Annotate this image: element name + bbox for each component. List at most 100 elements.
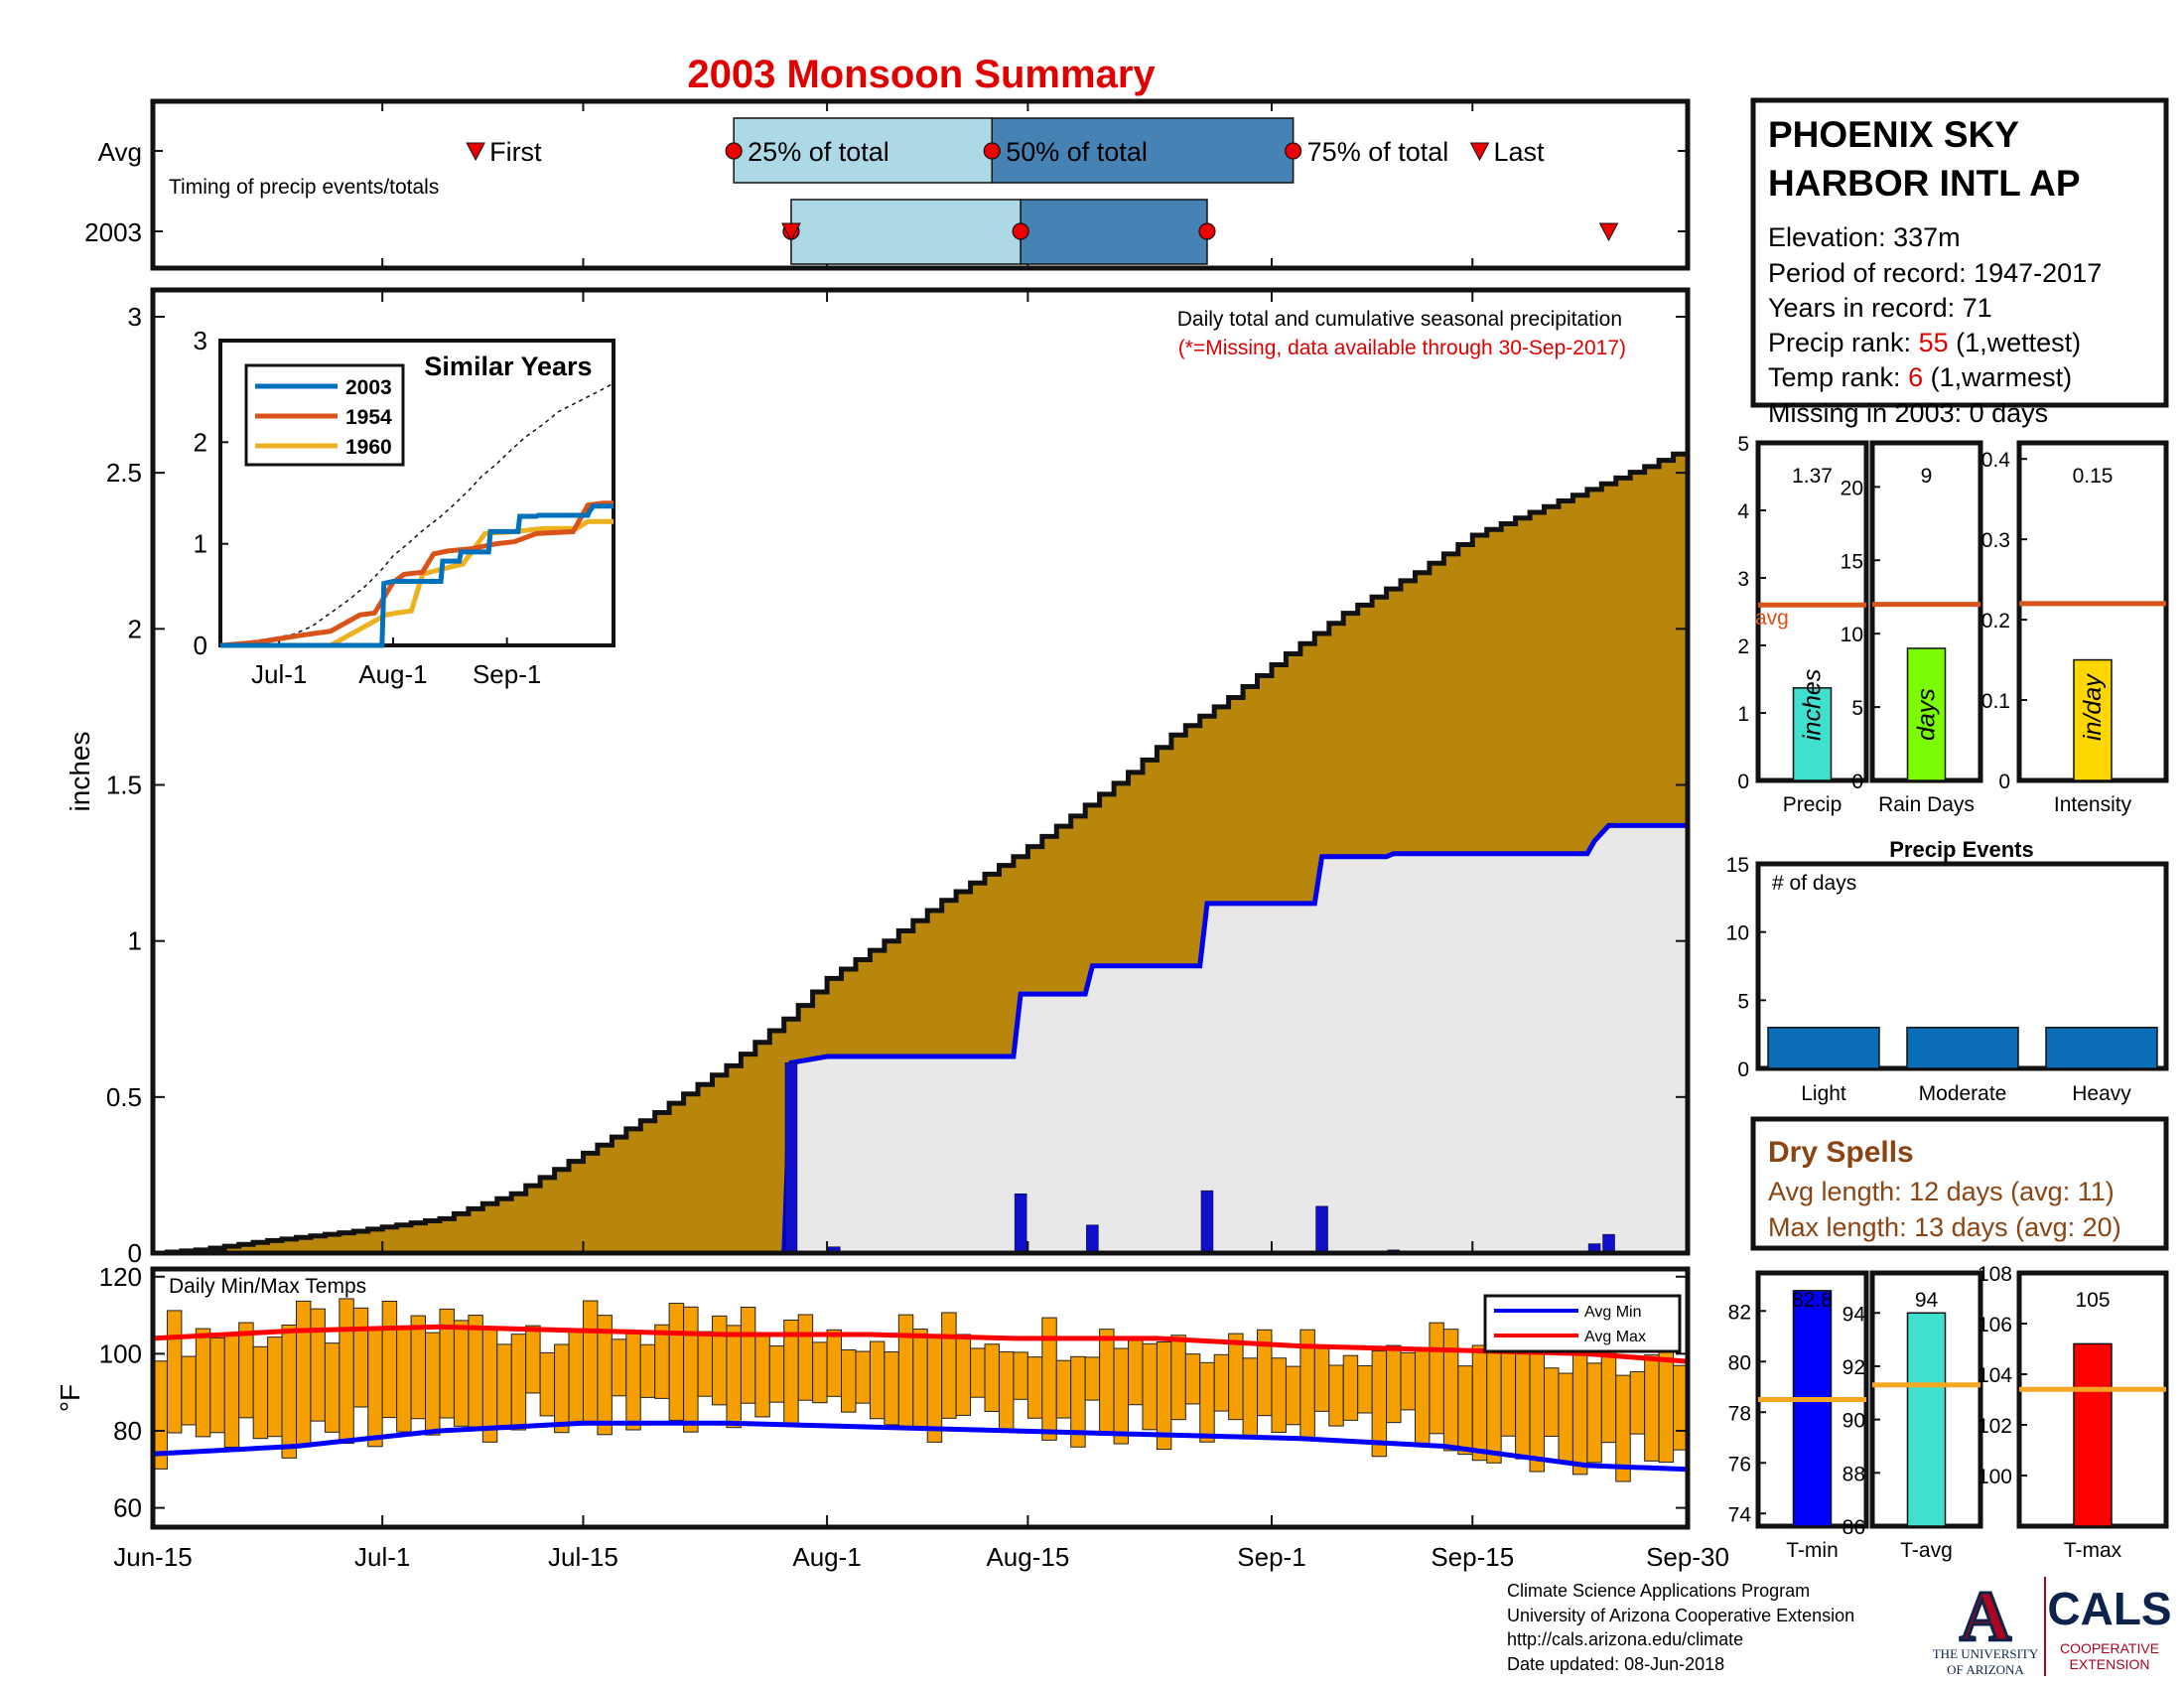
temp-range-bar (1414, 1347, 1431, 1446)
events-ytick-label: 5 (1737, 990, 1749, 1013)
inset-series-line (219, 500, 614, 648)
avg-p25-marker (725, 142, 743, 160)
station-precip-rank: Precip rank: 55 (1,wettest) (1768, 328, 2081, 357)
temp-range-bar (1084, 1356, 1101, 1401)
tempbar-ytick-label: 102 (1978, 1415, 2012, 1438)
temp-range-bar (1328, 1364, 1344, 1427)
summary-ytick-label: 0.2 (1981, 610, 2010, 633)
temp-range-bar (611, 1338, 627, 1397)
summary-ytick-label: 0 (1998, 771, 2010, 793)
summary-unit-label: inches (1799, 669, 1827, 741)
tempbar-value-bar (1906, 1312, 1947, 1527)
temp-range-bar (195, 1328, 211, 1438)
avg-min-line (152, 1420, 1689, 1473)
temps-ylabel: °F (55, 1384, 85, 1412)
avg-p75-label: 75% of total (1307, 137, 1449, 167)
station-years: Years in record: 71 (1768, 293, 1992, 323)
tempbar-ytick-label: 106 (1978, 1314, 2012, 1336)
ua-logo-letter: A (1960, 1577, 2011, 1656)
temp-range-bar (1644, 1354, 1660, 1462)
date-tick-label: Sep-1 (1237, 1542, 1305, 1572)
events-title: Precip Events (1889, 837, 2034, 862)
temp-range-bar (1128, 1339, 1144, 1406)
temp-range-bar (1429, 1322, 1444, 1435)
footer-credits: Climate Science Applications Program Uni… (1507, 1579, 1854, 1676)
events-ylabel: # of days (1772, 872, 1856, 895)
temp-range-bar (1400, 1351, 1416, 1411)
tempbar-ytick-label: 92 (1843, 1356, 1865, 1379)
avg-last-marker (1469, 142, 1490, 162)
temp-range-bar (1113, 1347, 1130, 1445)
temp-range-bar (568, 1330, 584, 1426)
summary-value-label: 9 (1921, 465, 1933, 488)
dry-spells-max: Max length: 13 days (avg: 20) (1768, 1212, 2121, 1242)
temp-range-bar (1658, 1334, 1675, 1464)
temp-range-bar (1586, 1362, 1602, 1464)
temp-range-bar (984, 1343, 1000, 1412)
temp-range-bar (884, 1351, 899, 1426)
tempbar-ytick-label: 74 (1728, 1503, 1752, 1526)
tempbar-ytick-label: 86 (1843, 1516, 1865, 1539)
cals-logo-text: CALS (2047, 1583, 2171, 1634)
inset-ytick-label: 1 (194, 529, 207, 559)
events-bar (1906, 1027, 2019, 1069)
main-ytick-label: 2.5 (106, 458, 142, 488)
temp-range-bar (711, 1315, 728, 1406)
main-plot-frame (150, 287, 1691, 1256)
daily-precip-bar (1200, 1190, 1214, 1254)
main-ytick-label: 1.5 (106, 771, 142, 800)
summary-ytick-label: 1 (1737, 703, 1749, 726)
temp-range-bar (812, 1341, 828, 1404)
summary-value-bar (1906, 647, 1947, 781)
summary-ytick-label: 5 (1851, 697, 1863, 720)
temp-range-bar (468, 1315, 483, 1428)
summary-ytick-label: 10 (1841, 624, 1863, 646)
summary-ytick-label: 0.3 (1981, 529, 2010, 552)
temp-range-bar (1457, 1365, 1473, 1456)
temp-range-bar (1442, 1329, 1459, 1452)
daily-precip-bar (1602, 1233, 1615, 1254)
main-missing-note: (*=Missing, data available through 30-Se… (1178, 337, 1626, 359)
temp-range-bar (166, 1310, 183, 1434)
temp-range-bar (510, 1334, 527, 1431)
daily-precip-bar (784, 1062, 798, 1254)
main-ylabel: inches (65, 732, 95, 812)
events-bar (1767, 1027, 1880, 1069)
main-ytick-label: 3 (128, 302, 142, 332)
inset-xtick-label: Sep-1 (473, 659, 541, 689)
timing-avg-label: Avg (98, 137, 142, 167)
tempbar-ytick-label: 78 (1728, 1402, 1751, 1425)
precip-events-chart: Precip Events # of days 0 5 10 15 Light Moderat… (1726, 837, 2169, 1105)
temp-range-bar (367, 1327, 383, 1448)
inset-legend-label: 2003 (345, 376, 392, 399)
temp-range-bar (1026, 1356, 1043, 1419)
avg-first-label: First (489, 137, 542, 167)
summary-ytick-label: 0.4 (1981, 449, 2011, 472)
temp-range-bar (912, 1329, 928, 1428)
temp-range-bar (726, 1325, 742, 1429)
events-category-label: Moderate (1919, 1082, 2007, 1105)
station-info-box: PHOENIX SKY HARBOR INTL AP Elevation: 33… (1750, 97, 2169, 428)
temp-range-bar (425, 1332, 441, 1436)
summary-value-bar (2073, 658, 2113, 781)
footer-line4: Date updated: 08-Jun-2018 (1507, 1653, 1725, 1674)
daily-precip-bar (1315, 1205, 1328, 1254)
temp-range-bar (554, 1343, 570, 1434)
inset-ytick-label: 2 (194, 427, 207, 457)
summary-ytick-label: 4 (1737, 500, 1749, 523)
avg-last-label: Last (1493, 137, 1545, 167)
temp-range-bar (1571, 1349, 1588, 1476)
tempbar-value-bar (1792, 1290, 1833, 1527)
temp-range-bar (1313, 1345, 1330, 1412)
events-category-label: Light (1801, 1082, 1846, 1105)
tempbar-ytick-label: 94 (1843, 1303, 1866, 1326)
temp-range-bar (252, 1345, 269, 1440)
temp-range-bar (897, 1314, 914, 1428)
y2003-cumulative-area (153, 825, 1688, 1253)
temp-range-bar (869, 1340, 886, 1420)
temp-range-bar (1342, 1354, 1359, 1421)
timing-note: Timing of precip events/totals (169, 176, 439, 199)
temp-range-bar (1471, 1344, 1488, 1462)
inset-title: Similar Years (424, 352, 592, 381)
